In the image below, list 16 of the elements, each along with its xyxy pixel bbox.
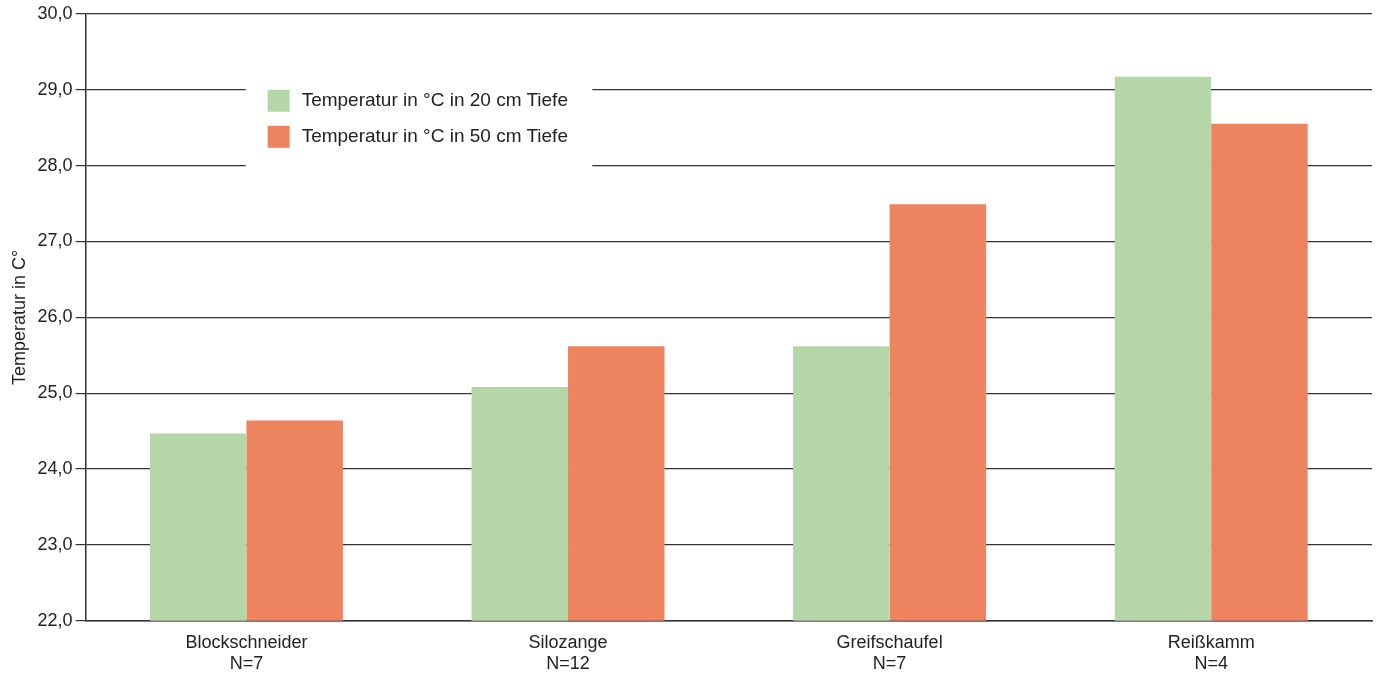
y-tick-label: 26,0 [37,306,73,327]
y-axis-title: Temperatur in C° [8,249,29,385]
y-tick-label: 23,0 [37,533,73,554]
y-tick-label: 24,0 [37,458,73,479]
y-tick-label: 30,0 [37,2,73,23]
x-tick-label: Blockschneider N=7 [185,631,308,674]
y-tick-label: 22,0 [37,609,73,630]
y-tick-label: 29,0 [37,78,73,99]
legend-label: Temperatur in °C in 50 cm Tiefe [301,125,568,147]
x-tick-label: Greifschaufel N=7 [836,631,943,674]
x-tick-label: Reißkamm N=4 [1167,631,1255,674]
y-tick-label: 28,0 [37,154,73,175]
y-tick-label: 27,0 [37,230,73,251]
x-tick-label: Silozange N=12 [528,631,608,674]
y-tick-label: 25,0 [37,382,73,403]
legend-label: Temperatur in °C in 20 cm Tiefe [301,89,568,111]
